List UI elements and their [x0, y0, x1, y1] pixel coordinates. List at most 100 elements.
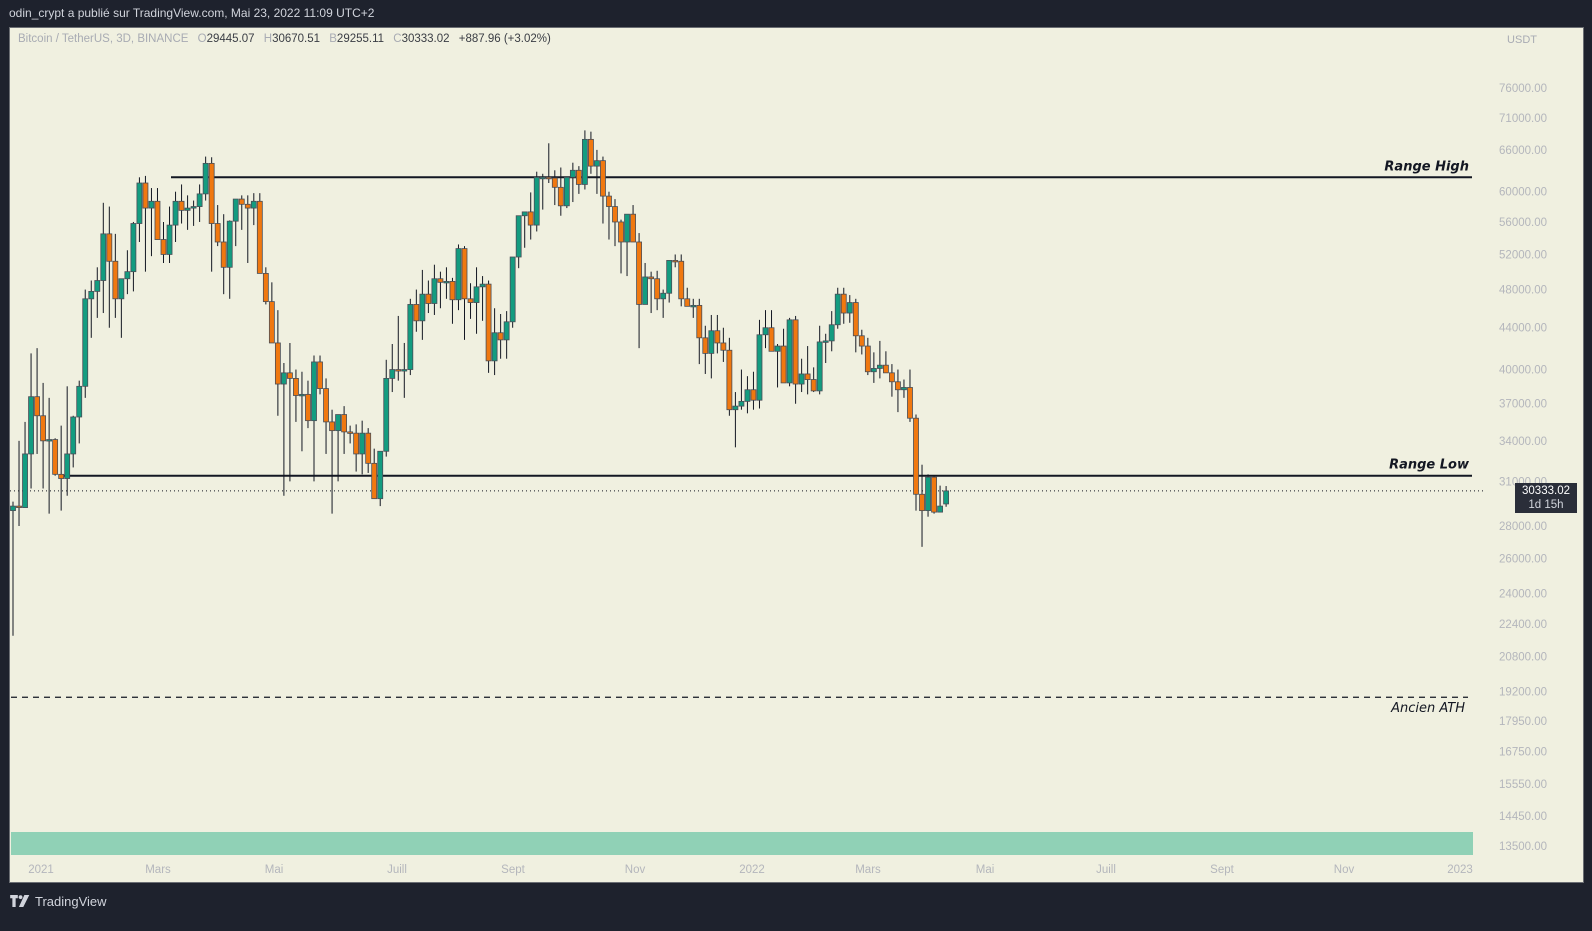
candle-down[interactable] — [852, 302, 859, 337]
candle-down[interactable] — [305, 393, 311, 422]
candle-up[interactable] — [937, 505, 943, 513]
candle-up[interactable] — [280, 372, 287, 385]
candle-down[interactable] — [317, 361, 323, 389]
candle-down[interactable] — [810, 379, 817, 392]
candle-up[interactable] — [732, 405, 739, 411]
candle-up[interactable] — [479, 283, 486, 288]
candle-up[interactable] — [876, 364, 883, 369]
candle-up[interactable] — [10, 505, 16, 512]
candle-down[interactable] — [696, 304, 703, 339]
candle-down[interactable] — [461, 248, 468, 300]
candle-down[interactable] — [425, 293, 432, 304]
candle-down[interactable] — [654, 278, 661, 300]
candle-up[interactable] — [377, 450, 384, 500]
candle-up[interactable] — [660, 292, 667, 300]
candle-up[interactable] — [774, 345, 781, 352]
candle-up[interactable] — [473, 286, 480, 303]
candle-up[interactable] — [64, 453, 71, 479]
candle-down[interactable] — [329, 421, 335, 432]
candle-down[interactable] — [726, 349, 733, 411]
candle-down[interactable] — [58, 473, 65, 479]
candle-down[interactable] — [636, 241, 642, 305]
candle-up[interactable] — [166, 224, 173, 255]
candle-up[interactable] — [172, 200, 179, 226]
candle-up[interactable] — [22, 453, 28, 508]
candle-up[interactable] — [563, 176, 570, 207]
candle-up[interactable] — [455, 248, 462, 301]
candle-up[interactable] — [624, 213, 630, 243]
candle-up[interactable] — [943, 490, 949, 505]
candle-down[interactable] — [347, 431, 354, 434]
candle-down[interactable] — [287, 372, 293, 379]
candle-down[interactable] — [648, 276, 655, 280]
candle-down[interactable] — [160, 239, 167, 255]
candle-up[interactable] — [870, 368, 877, 373]
candle-down[interactable] — [323, 388, 329, 423]
candle-down[interactable] — [467, 298, 474, 303]
candle-down[interactable] — [178, 200, 185, 211]
candle-up[interactable] — [359, 432, 366, 455]
candle-up[interactable] — [76, 385, 83, 418]
candle-down[interactable] — [154, 200, 161, 240]
candle-up[interactable] — [407, 304, 414, 370]
candle-up[interactable] — [539, 176, 546, 180]
candle-down[interactable] — [341, 414, 348, 433]
candle-up[interactable] — [509, 256, 516, 323]
candle-down[interactable] — [575, 169, 582, 185]
candle-up[interactable] — [515, 215, 522, 258]
candle-down[interactable] — [919, 493, 925, 512]
candle-down[interactable] — [545, 176, 552, 180]
candle-up[interactable] — [756, 334, 763, 401]
candle-down[interactable] — [768, 327, 775, 352]
candle-up[interactable] — [708, 330, 715, 354]
candle-up[interactable] — [582, 138, 588, 185]
candle-up[interactable] — [846, 302, 853, 314]
candle-down[interactable] — [274, 342, 281, 385]
candle-up[interactable] — [100, 233, 107, 281]
candle-down[interactable] — [889, 372, 895, 383]
candle-up[interactable] — [196, 193, 203, 207]
candle-up[interactable] — [389, 369, 396, 379]
candle-up[interactable] — [816, 341, 823, 392]
candle-up[interactable] — [594, 160, 600, 167]
candle-down[interactable] — [557, 186, 564, 207]
candle-down[interactable] — [34, 396, 40, 417]
candle-up[interactable] — [94, 280, 101, 292]
candle-down[interactable] — [293, 378, 299, 396]
candle-down[interactable] — [220, 241, 227, 268]
chart-pane[interactable]: 76000.00 71000.00 66000.00 60000.00 56000.00… — [9, 27, 1584, 883]
candle-down[interactable] — [106, 233, 113, 262]
candle-up[interactable] — [798, 373, 805, 385]
candle-up[interactable] — [232, 198, 239, 222]
candle-up[interactable] — [738, 400, 745, 407]
candle-down[interactable] — [485, 283, 492, 362]
candle-down[interactable] — [208, 162, 215, 224]
candle-down[interactable] — [913, 417, 919, 495]
candle-up[interactable] — [666, 260, 673, 294]
candle-down[interactable] — [858, 335, 865, 347]
candle-up[interactable] — [70, 416, 77, 455]
candle-up[interactable] — [335, 414, 341, 432]
candle-up[interactable] — [762, 327, 769, 336]
candle-up[interactable] — [431, 278, 438, 304]
candle-down[interactable] — [52, 439, 59, 475]
candle-down[interactable] — [588, 138, 594, 167]
candle-up[interactable] — [148, 200, 155, 209]
candle-down[interactable] — [600, 160, 606, 197]
candle-up[interactable] — [521, 211, 528, 217]
candle-up[interactable] — [503, 321, 510, 341]
candle-up[interactable] — [828, 324, 835, 342]
candle-down[interactable] — [780, 345, 787, 384]
candle-down[interactable] — [883, 364, 889, 374]
candle-up[interactable] — [299, 393, 305, 397]
candle-up[interactable] — [401, 369, 408, 372]
candle-down[interactable] — [353, 432, 360, 455]
candle-down[interactable] — [840, 293, 847, 314]
candle-up[interactable] — [690, 304, 697, 308]
candle-down[interactable] — [895, 381, 901, 391]
candle-up[interactable] — [533, 176, 540, 226]
candle-up[interactable] — [744, 389, 751, 402]
candle-down[interactable] — [527, 211, 534, 226]
candle-down[interactable] — [551, 177, 558, 188]
candle-up[interactable] — [136, 182, 143, 224]
